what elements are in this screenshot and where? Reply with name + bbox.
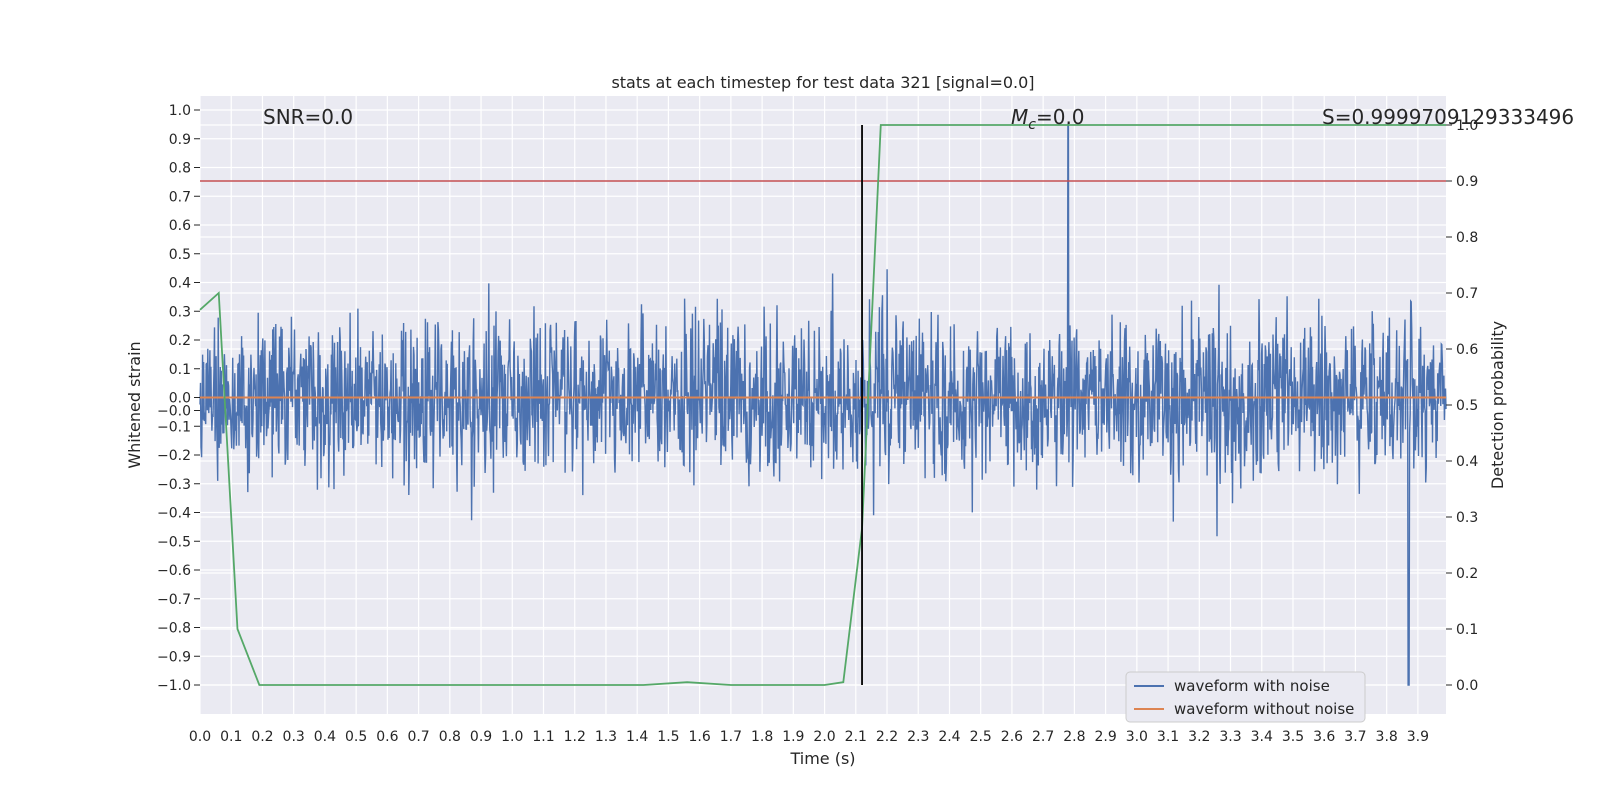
x-tick-label: 1.5	[657, 729, 679, 745]
s-annotation: S=0.9999709129333496	[1322, 105, 1574, 129]
x-tick-label: 1.8	[751, 729, 773, 745]
x-tick-label: 3.1	[1157, 729, 1179, 745]
legend-label-clean: waveform without noise	[1174, 700, 1354, 718]
y-tick-label: −0.6	[157, 563, 191, 579]
y2-ticks: 1.0 0.9 0.8 0.7 0.6 0.5 0.4 0.3 0.2 0.1 0.0	[1446, 118, 1478, 694]
y-tick-label: 0.3	[169, 304, 191, 320]
y-tick-label: 1.0	[169, 103, 191, 119]
x-tick-label: 1.3	[595, 729, 617, 745]
x-tick-label: 2.9	[1094, 729, 1116, 745]
y-tick-label: −0.5	[157, 534, 191, 550]
y-tick-label: −0.4	[157, 506, 191, 522]
y2-tick-label: 0.3	[1456, 510, 1478, 526]
x-tick-label: 1.7	[720, 729, 742, 745]
y2-tick-label: 0.5	[1456, 398, 1478, 414]
y-ticks: 1.00.90.80.70.60.50.40.30.20.10.0−0.0−0.…	[157, 103, 200, 694]
x-tick-label: 0.6	[376, 729, 398, 745]
x-tick-label: 3.3	[1219, 729, 1241, 745]
waveform-with-noise-line	[199, 123, 1447, 686]
x-tick-label: 3.5	[1282, 729, 1304, 745]
x-tick-label: 0.0	[189, 729, 211, 745]
x-tick-label: 2.1	[845, 729, 867, 745]
x-tick-label: 1.1	[532, 729, 554, 745]
chart-title: stats at each timestep for test data 321…	[611, 73, 1034, 92]
y2-tick-label: 0.9	[1456, 174, 1478, 190]
x-tick-label: 3.9	[1407, 729, 1429, 745]
x-tick-label: 3.8	[1376, 729, 1398, 745]
y2-tick-label: 0.0	[1456, 678, 1478, 694]
legend-label-noise: waveform with noise	[1174, 677, 1330, 695]
y-tick-label: 0.5	[169, 247, 191, 263]
x-axis-label: Time (s)	[789, 749, 855, 768]
x-tick-label: 0.8	[439, 729, 461, 745]
x-tick-label: 0.9	[470, 729, 492, 745]
x-tick-label: 1.4	[626, 729, 648, 745]
x-tick-label: 2.0	[813, 729, 835, 745]
x-tick-label: 3.2	[1188, 729, 1210, 745]
y2-tick-label: 0.7	[1456, 286, 1478, 302]
y-tick-label: −0.1	[157, 419, 191, 435]
y-tick-label: −0.9	[157, 649, 191, 665]
y2-axis-label: Detection probability	[1488, 321, 1507, 489]
y-tick-label: 0.8	[169, 161, 191, 177]
mc-annotation: Mc=0.0	[1011, 105, 1085, 133]
x-tick-label: 1.6	[689, 729, 711, 745]
legend-box	[1125, 671, 1366, 723]
x-tick-label: 1.0	[501, 729, 523, 745]
x-tick-label: 0.1	[220, 729, 242, 745]
x-tick-label: 2.7	[1032, 729, 1054, 745]
x-tick-label: 1.2	[564, 729, 586, 745]
y-tick-label: 0.9	[169, 132, 191, 148]
x-tick-label: 3.0	[1126, 729, 1148, 745]
x-tick-label: 2.8	[1063, 729, 1085, 745]
y-tick-label: −1.0	[157, 678, 191, 694]
x-tick-label: 2.2	[876, 729, 898, 745]
y2-tick-label: 0.4	[1456, 454, 1478, 470]
y-tick-label: 0.4	[169, 276, 191, 292]
x-tick-label: 3.4	[1251, 729, 1273, 745]
x-tick-label: 0.2	[251, 729, 273, 745]
x-tick-label: 0.4	[314, 729, 336, 745]
x-tick-label: 3.7	[1344, 729, 1366, 745]
y2-tick-label: 0.1	[1456, 622, 1478, 638]
y-tick-label: −0.0	[157, 404, 191, 420]
y-tick-label: −0.2	[157, 448, 191, 464]
x-tick-label: 2.5	[970, 729, 992, 745]
y-tick-label: 0.7	[169, 189, 191, 205]
x-tick-label: 1.9	[782, 729, 804, 745]
y2-tick-label: 0.8	[1456, 230, 1478, 246]
snr-annotation: SNR=0.0	[263, 105, 353, 129]
y-tick-label: 0.0	[169, 391, 191, 407]
y-tick-label: −0.3	[157, 477, 191, 493]
y2-tick-label: 0.2	[1456, 566, 1478, 582]
x-ticks: 0.0 0.1 0.2 0.3 0.4 0.5 0.6 0.7 0.8 0.9 1.0 1.1 1.2 1…	[189, 729, 1429, 745]
detection-probability-line	[199, 124, 1446, 686]
y-tick-label: −0.8	[157, 621, 191, 637]
y-tick-label: −0.7	[157, 592, 191, 608]
series-layer	[199, 123, 1447, 686]
y2-tick-label: 0.6	[1456, 342, 1478, 358]
x-tick-label: 2.4	[938, 729, 960, 745]
x-tick-label: 3.6	[1313, 729, 1335, 745]
y-tick-label: 0.6	[169, 218, 191, 234]
x-tick-label: 2.6	[1001, 729, 1023, 745]
x-tick-label: 0.3	[283, 729, 305, 745]
x-tick-label: 0.7	[407, 729, 429, 745]
y2-tick-label: 1.0	[1456, 118, 1478, 134]
y-tick-label: 0.2	[169, 333, 191, 349]
x-tick-label: 0.5	[345, 729, 367, 745]
y-axis-label: Whitened strain	[125, 341, 144, 468]
legend: waveform with noise waveform without noi…	[1125, 671, 1366, 723]
x-tick-label: 2.3	[907, 729, 929, 745]
y-tick-label: 0.1	[169, 362, 191, 378]
